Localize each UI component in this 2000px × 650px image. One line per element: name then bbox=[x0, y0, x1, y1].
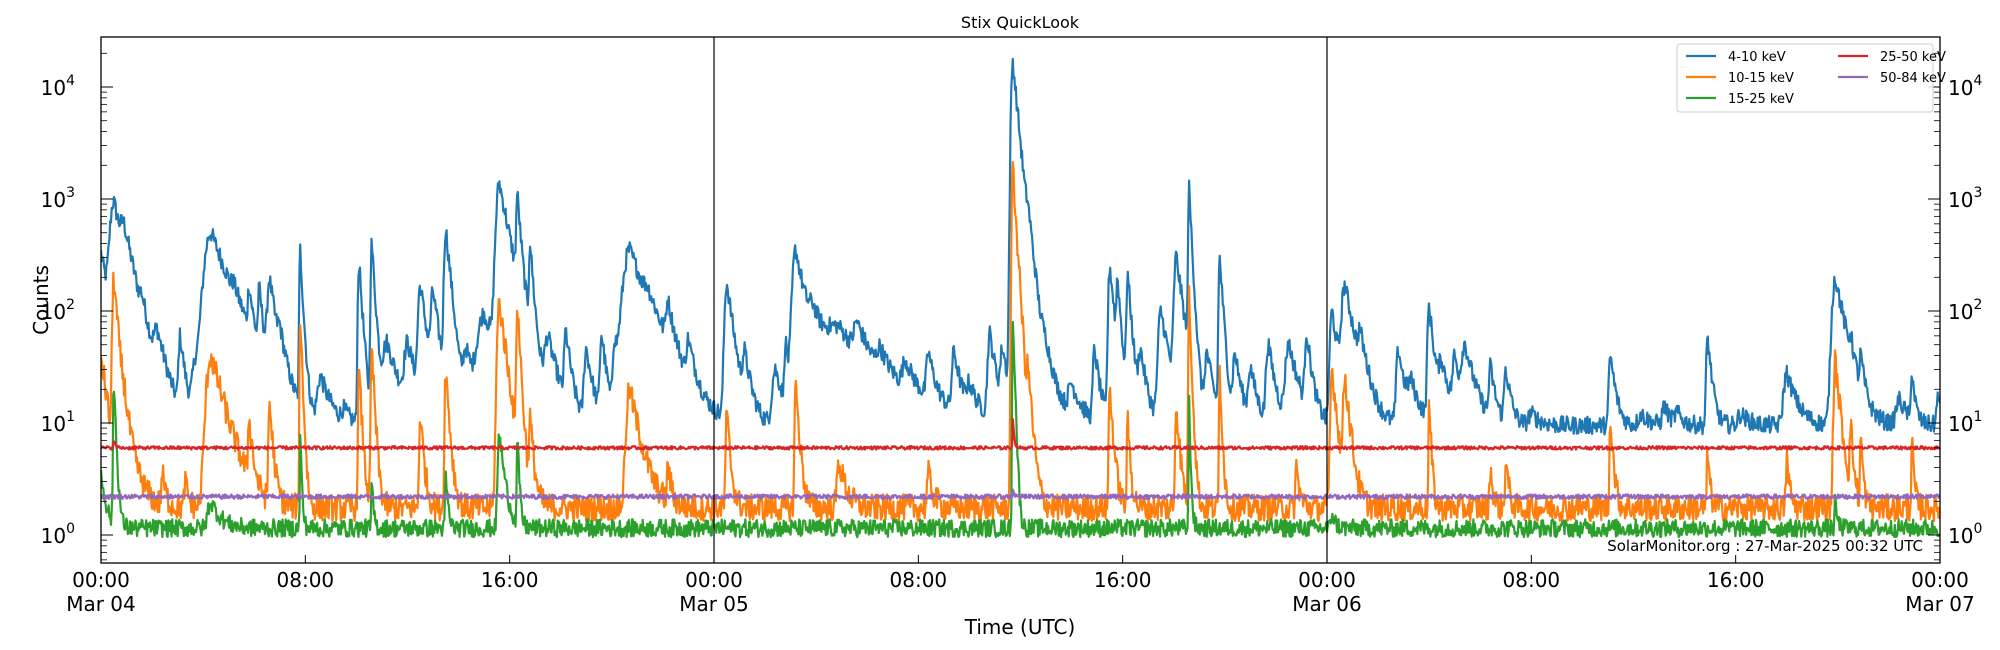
y-tick-label: 103 bbox=[1948, 185, 1982, 212]
source-timestamp: SolarMonitor.org : 27-Mar-2025 00:32 UTC bbox=[1607, 537, 1923, 555]
legend-item: 15-25 keV bbox=[1686, 92, 1794, 107]
x-tick-label: 00:00 bbox=[72, 568, 130, 592]
y-tick-label: 103 bbox=[41, 185, 75, 212]
legend-label: 25-50 keV bbox=[1880, 50, 1946, 65]
legend-item: 4-10 keV bbox=[1686, 50, 1786, 65]
chart-title: Stix QuickLook bbox=[961, 13, 1080, 32]
series-layer bbox=[101, 57, 1940, 539]
y-tick-label: 100 bbox=[41, 521, 75, 548]
legend: 4-10 keV 10-15 keV 15-25 keV 25-50 keV 50-84… bbox=[1676, 43, 1946, 113]
x-tick-date-label: Mar 07 bbox=[1905, 592, 1975, 616]
x-tick-label: 08:00 bbox=[890, 568, 948, 592]
y-tick-label: 100 bbox=[1948, 521, 1982, 548]
legend-box bbox=[1676, 43, 1934, 113]
plot-frame bbox=[100, 36, 1941, 564]
x-axis-label: Time (UTC) bbox=[964, 615, 1076, 639]
plot-area bbox=[101, 37, 1940, 563]
legend-item: 25-50 keV bbox=[1838, 50, 1946, 65]
x-tick-date-label: Mar 06 bbox=[1292, 592, 1362, 616]
x-tick-label: 16:00 bbox=[481, 568, 539, 592]
y-tick-label: 101 bbox=[1948, 409, 1982, 436]
series-line-15-25-kev bbox=[101, 320, 1940, 539]
series-line-10-15-kev bbox=[101, 160, 1940, 523]
y-tick-label: 104 bbox=[41, 73, 75, 100]
y-tick-label: 101 bbox=[41, 409, 75, 436]
x-tick-label: 00:00 bbox=[685, 568, 743, 592]
x-tick-label: 08:00 bbox=[277, 568, 335, 592]
x-tick-label: 00:00 bbox=[1911, 568, 1969, 592]
series-line-25-50-kev bbox=[101, 418, 1940, 451]
x-tick-label: 16:00 bbox=[1094, 568, 1152, 592]
x-tick-date-label: Mar 04 bbox=[66, 592, 136, 616]
legend-label: 10-15 keV bbox=[1728, 71, 1794, 86]
legend-item: 50-84 keV bbox=[1838, 71, 1946, 86]
legend-item: 10-15 keV bbox=[1686, 71, 1794, 86]
series-line-50-84-kev bbox=[101, 488, 1940, 500]
legend-label: 50-84 keV bbox=[1880, 71, 1946, 86]
y-axis-label: Counts bbox=[29, 265, 53, 335]
x-tick-label: 16:00 bbox=[1707, 568, 1765, 592]
x-tick-label: 00:00 bbox=[1298, 568, 1356, 592]
x-tick-label: 08:00 bbox=[1503, 568, 1561, 592]
legend-label: 15-25 keV bbox=[1728, 92, 1794, 107]
x-tick-date-label: Mar 05 bbox=[679, 592, 749, 616]
legend-label: 4-10 keV bbox=[1728, 50, 1786, 65]
day-dividers bbox=[713, 37, 1328, 563]
y-tick-label: 104 bbox=[1948, 73, 1982, 100]
y-tick-label: 102 bbox=[1948, 297, 1982, 324]
series-line-4-10-kev bbox=[101, 57, 1940, 436]
